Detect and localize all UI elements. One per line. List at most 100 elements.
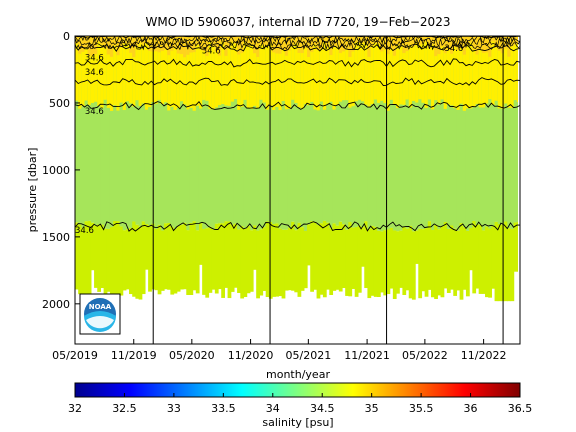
fill-upper-layer — [399, 36, 403, 105]
fill-deep-layer — [504, 221, 508, 302]
fill-upper-layer — [221, 36, 225, 105]
fill-mid-layer — [240, 36, 245, 227]
fill-deep-layer — [179, 224, 184, 290]
fill-deep-layer — [370, 225, 375, 296]
fill-surface-layer — [322, 36, 327, 42]
fill-upper-layer — [272, 36, 276, 111]
fill-upper-layer — [192, 36, 197, 111]
fill-mid-layer — [122, 36, 127, 231]
fill-mid-layer — [465, 36, 470, 231]
fill-mid-layer — [389, 36, 394, 228]
fill-upper-layer — [195, 36, 200, 106]
fill-deep-layer — [281, 229, 286, 299]
fill-mid-layer — [427, 36, 432, 222]
fill-deep-layer — [240, 226, 245, 299]
y-axis-ticks: 0 500 1000 1500 2000 — [42, 30, 80, 311]
fill-mid-layer — [364, 36, 369, 222]
year-boundary-lines — [152, 36, 504, 344]
colorbar-tick-label: 32 — [68, 402, 82, 415]
contour-labels: 34.6 34.6 34.6 34.6 34.6 34.6 — [75, 44, 463, 236]
fill-deep-layer — [418, 228, 423, 299]
fill-upper-layer — [256, 36, 260, 109]
colorbar-tick-label: 36.5 — [508, 402, 533, 415]
fill-mid-layer — [300, 36, 305, 228]
fill-deep-layer — [437, 229, 442, 296]
fill-surface-layer — [434, 36, 438, 57]
fill-deep-layer — [478, 224, 483, 294]
fill-upper-layer — [265, 36, 270, 110]
fill-deep-layer — [202, 229, 206, 295]
fill-mid-layer — [373, 36, 378, 227]
fill-mid-layer — [367, 36, 372, 230]
fill-mid-layer — [154, 36, 159, 229]
fill-deep-layer — [399, 230, 403, 288]
fill-deep-layer — [316, 225, 321, 299]
fill-mid-layer — [383, 36, 388, 231]
fill-surface-layer — [125, 36, 130, 44]
fill-upper-layer — [316, 36, 321, 111]
fill-upper-layer — [284, 36, 289, 110]
fill-surface-layer — [135, 36, 140, 48]
fill-upper-layer — [144, 36, 149, 110]
fill-deep-layer — [176, 226, 181, 292]
fill-upper-layer — [427, 36, 432, 100]
fill-deep-layer — [465, 230, 470, 297]
fill-upper-layer — [513, 36, 518, 101]
fill-deep-layer — [303, 231, 308, 289]
fill-mid-layer — [132, 36, 136, 222]
fill-upper-layer — [176, 36, 181, 108]
fill-mid-layer — [106, 36, 111, 229]
fill-deep-layer — [431, 230, 435, 298]
fill-mid-layer — [338, 36, 343, 222]
fill-deep-layer — [475, 224, 480, 289]
fill-deep-layer — [497, 223, 502, 302]
fill-deep-layer — [208, 226, 213, 293]
fill-surface-layer — [475, 36, 480, 55]
fill-upper-layer — [135, 36, 140, 101]
fill-upper-layer — [478, 36, 483, 108]
fill-surface-layer — [287, 36, 292, 51]
fill-surface-layer — [494, 36, 499, 48]
fill-deep-layer — [322, 220, 327, 298]
colorbar-ticks: 32 32.5 33 33.5 34 34.5 35 35.5 36 36.5 — [68, 393, 532, 415]
colorbar: 32 32.5 33 33.5 34 34.5 35 35.5 36 36.5 salinity … — [68, 382, 532, 429]
fill-upper-layer — [351, 36, 356, 107]
fill-deep-layer — [75, 222, 79, 290]
fill-deep-layer — [456, 230, 461, 291]
fill-mid-layer — [361, 36, 365, 228]
fill-upper-layer — [418, 36, 423, 100]
fill-mid-layer — [265, 36, 270, 222]
fill-upper-layer — [431, 36, 435, 110]
fill-upper-layer — [202, 36, 206, 100]
fill-surface-layer — [284, 36, 289, 56]
fill-deep-layer — [284, 229, 289, 291]
fill-mid-layer — [233, 36, 238, 224]
fill-upper-layer — [504, 36, 508, 104]
fill-deep-layer — [125, 229, 130, 290]
fill-upper-layer — [160, 36, 165, 105]
fill-surface-layer — [386, 36, 391, 55]
fill-deep-layer — [424, 228, 429, 297]
contour-label: 34.6 — [85, 68, 104, 78]
fill-surface-layer — [427, 36, 432, 49]
plot-area: 34.6 34.6 34.6 34.6 34.6 34.6 — [75, 36, 520, 344]
fill-mid-layer — [287, 36, 292, 228]
fill-mid-layer — [214, 36, 219, 224]
fill-mid-layer — [116, 36, 121, 222]
fill-upper-layer — [310, 36, 314, 102]
fill-upper-layer — [376, 36, 381, 103]
fill-mid-layer — [491, 36, 496, 227]
fill-upper-layer — [246, 36, 251, 108]
fill-deep-layer — [348, 222, 353, 297]
fill-upper-layer — [294, 36, 299, 104]
fill-surface-layer — [319, 36, 324, 49]
fill-deep-layer — [367, 229, 372, 299]
fill-mid-layer — [202, 36, 206, 230]
fill-upper-layer — [84, 36, 89, 101]
fill-mid-layer — [434, 36, 438, 225]
fill-upper-layer — [322, 36, 327, 110]
fill-upper-layer — [97, 36, 102, 106]
fill-mid-layer — [421, 36, 426, 230]
fill-deep-layer — [122, 230, 127, 291]
fill-deep-layer — [354, 226, 359, 297]
